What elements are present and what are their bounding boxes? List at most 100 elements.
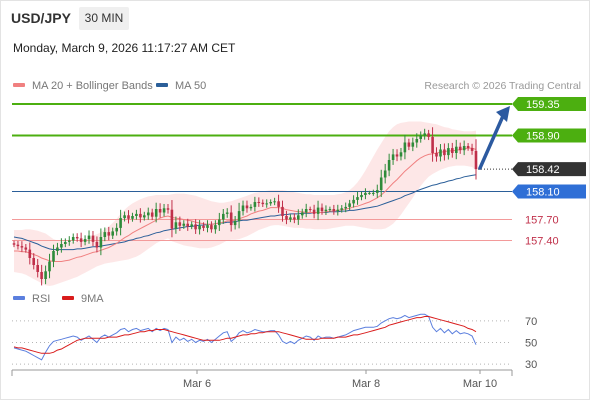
x-axis-label: Mar 6 [183,378,211,390]
legend-rsi: RSI [13,293,50,305]
candle-body [91,235,95,242]
candle-body [233,220,237,226]
candle-body [419,135,422,139]
candle-body [269,202,272,204]
candle-body [115,227,118,232]
candle-body [387,160,391,171]
candle-body [150,212,154,217]
candle-body [12,243,16,245]
candle-body [407,142,411,147]
candle-body [131,216,134,219]
bollinger-band-fill [14,121,476,286]
candle-body [403,142,407,153]
candle-body [289,217,292,220]
legend-ma50: MA 50 [156,80,206,92]
candle-body [127,215,130,219]
candle-body [435,153,438,157]
candle-body [237,211,241,221]
candle-body [415,139,419,143]
candle-body [285,216,288,220]
x-axis-label: Mar 10 [463,378,497,390]
candle-body [344,206,347,209]
candle-body [186,223,189,227]
candle-body [352,199,355,204]
chart-datetime: Monday, March 9, 2026 11:17:27 AM CET [13,41,236,55]
level-label-157-70: 157.70 [525,215,559,227]
rsi-9ma-line [13,316,477,354]
candle-body [332,209,336,212]
candle-body [293,217,296,220]
candle-body [301,212,304,216]
candle-body [68,240,71,242]
candle-body [241,205,245,212]
candle-body [427,133,430,137]
candle-body [56,247,59,251]
candle-body [395,154,399,157]
candle-body [466,146,470,149]
candle-body [253,202,257,207]
candle-body [245,205,249,209]
candle-body [123,215,126,219]
candle-body [214,225,217,230]
candle-body [32,258,35,265]
candle-body [324,209,328,212]
candle-body [166,208,170,210]
candle-body [210,225,213,230]
candle-body [304,209,308,213]
candle-body [297,215,300,220]
candle-body [257,202,261,203]
candle-body [431,136,434,153]
candle-body [364,192,367,195]
candle-body [111,231,114,236]
instrument-title: USD/JPY [11,10,71,26]
candle-body [79,238,83,242]
level-label-159-35: 159.35 [526,99,560,111]
legend-9ma-label: 9MA [81,293,104,305]
candle-body [451,148,454,153]
candle-body [379,177,383,191]
candle-body [87,235,91,240]
candle-body [178,222,182,226]
candle-body [443,149,446,156]
legend-rsi-label: RSI [32,293,51,305]
candle-body [198,225,201,230]
candle-body [99,237,103,248]
candle-body [229,212,233,226]
candle-body [103,232,107,237]
rsi-tick-label: 70 [525,316,537,328]
level-label-157-40: 157.40 [525,236,559,248]
ma9-swatch [62,296,74,301]
candle-body [225,212,229,214]
candle-body [265,203,268,205]
candle-body [316,207,320,214]
level-tag-current [512,162,586,177]
candle-body [308,209,312,210]
rsi-tick-label: 30 [525,359,537,371]
candle-body [447,148,450,156]
candle-body [348,203,351,207]
candle-body [281,206,284,216]
candle-body [182,223,186,226]
timeframe-badge[interactable]: 30 MIN [79,7,129,30]
candle-body [439,149,442,157]
level-tag-pivot [512,184,586,199]
candle-body [320,207,324,212]
candle-body [135,213,138,216]
x-axis-label: Mar 8 [352,378,380,390]
candle-body [206,225,209,228]
candle-body [368,192,371,194]
candle-body [455,146,458,153]
candle-body [336,209,340,212]
candle-body [147,212,150,216]
candle-body [222,213,225,220]
candle-body [376,190,379,193]
candle-body [64,241,67,244]
candle-body [261,202,265,205]
candle-body [71,237,75,241]
forecast-arrow-head [496,106,510,122]
candle-body [95,241,99,248]
candle-body [190,224,193,227]
legend-9ma: 9MA [62,293,104,305]
candle-body [36,265,39,272]
candle-body [423,133,426,136]
